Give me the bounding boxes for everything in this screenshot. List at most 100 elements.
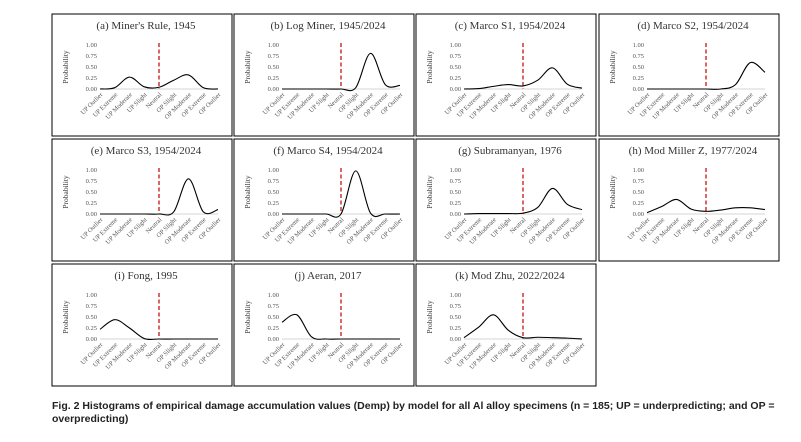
panel-frame [51,263,233,387]
y-tick-label: 1.00 [450,292,461,299]
y-tick-label: 0.25 [450,200,461,207]
panel-frame [51,13,233,137]
chart-panel: (j) Aeran, 2017 0.00 0.25 0.50 0.75 1.00 Proba… [233,263,415,387]
y-tick-label: 0.25 [633,200,644,207]
y-axis-label: Probability [608,175,617,209]
y-tick-label: 0.50 [268,189,279,196]
panel-frame [233,263,415,387]
y-tick-label: 0.50 [450,189,461,196]
y-tick-label: 1.00 [86,167,97,174]
y-axis-label: Probability [243,50,252,84]
y-tick-label: 0.00 [268,86,279,93]
panel-title: (c) Marco S1, 1954/2024 [455,20,566,32]
y-tick-label: 0.00 [86,211,97,218]
panel-title: (h) Mod Miller Z, 1977/2024 [629,145,758,157]
y-tick-label: 1.00 [268,42,279,49]
y-tick-label: 1.00 [86,42,97,49]
y-tick-label: 0.25 [450,325,461,332]
chart-panel: (d) Marco S2, 1954/2024 0.00 0.25 0.50 0.75 1… [598,13,780,137]
panel-frame [51,138,233,262]
panel-frame [598,138,780,262]
y-tick-label: 1.00 [633,167,644,174]
y-tick-label: 0.50 [86,64,97,71]
panel-title: (k) Mod Zhu, 2022/2024 [455,270,565,282]
y-tick-label: 0.50 [633,189,644,196]
y-tick-label: 0.50 [268,314,279,321]
y-tick-label: 0.00 [633,211,644,218]
series-line [463,187,583,215]
y-tick-label: 0.25 [86,200,97,207]
y-axis-label: Probability [425,50,434,84]
series-line [646,198,766,214]
y-tick-label: 0.75 [633,53,644,60]
y-axis-label: Probability [425,300,434,334]
chart-panel: (i) Fong, 1995 0.00 0.25 0.50 0.75 1.00 Probab… [51,263,233,387]
chart-panel: (h) Mod Miller Z, 1977/2024 0.00 0.25 0.50 0… [598,138,780,262]
panel-frame [233,13,415,137]
chart-panel: (g) Subramanyan, 1976 0.00 0.25 0.50 0.75 1.0… [415,138,597,262]
chart-panel: (a) Miner's Rule, 1945 0.00 0.25 0.50 0.75 1.… [51,13,233,137]
y-tick-label: 1.00 [450,167,461,174]
y-tick-label: 0.25 [633,75,644,82]
y-tick-label: 0.25 [268,325,279,332]
chart-panel: (c) Marco S1, 1954/2024 0.00 0.25 0.50 0.75 1… [415,13,597,137]
y-axis-label: Probability [61,300,70,334]
panel-title: (d) Marco S2, 1954/2024 [637,20,749,32]
panel-title: (i) Fong, 1995 [114,270,178,282]
y-tick-label: 0.75 [450,178,461,185]
panel-title: (b) Log Miner, 1945/2024 [270,20,386,32]
y-tick-label: 0.25 [86,325,97,332]
y-tick-label: 1.00 [450,42,461,49]
y-tick-label: 1.00 [268,292,279,299]
series-line [100,178,219,216]
series-line [282,52,401,92]
chart-panel: (k) Mod Zhu, 2022/2024 0.00 0.25 0.50 0.75 1.… [415,263,597,387]
y-axis-label: Probability [61,175,70,209]
series-line [99,74,219,90]
y-tick-label: 0.75 [450,53,461,60]
y-tick-label: 1.00 [268,167,279,174]
y-tick-label: 0.25 [268,200,279,207]
y-tick-label: 0.25 [86,75,97,82]
panel-frame [415,13,597,137]
series-line [99,319,218,341]
y-tick-label: 0.00 [86,86,97,93]
series-line [463,67,583,90]
y-tick-label: 0.00 [450,336,461,343]
y-tick-label: 0.50 [633,64,644,71]
series-line [463,314,583,340]
panel-title: (a) Miner's Rule, 1945 [96,20,196,32]
panel-title: (e) Marco S3, 1954/2024 [91,145,202,157]
chart-panel: (f) Marco S4, 1954/2024 0.00 0.25 0.50 0.75 1… [233,138,415,262]
y-tick-label: 0.50 [268,64,279,71]
y-axis-label: Probability [425,175,434,209]
y-tick-label: 0.75 [86,303,97,310]
y-tick-label: 0.75 [450,303,461,310]
y-tick-label: 0.75 [268,303,279,310]
series-line [281,313,400,340]
figure-caption: Fig. 2 Histograms of empirical damage ac… [52,400,775,425]
y-tick-label: 0.00 [450,86,461,93]
panel-frame [233,138,415,262]
y-axis-label: Probability [243,175,252,209]
y-tick-label: 0.25 [450,75,461,82]
y-tick-label: 0.00 [268,336,279,343]
y-tick-label: 0.25 [268,75,279,82]
y-tick-label: 0.75 [86,53,97,60]
series-line [282,170,401,218]
chart-panel: (e) Marco S3, 1954/2024 0.00 0.25 0.50 0.75 1… [51,138,233,262]
panel-frame [415,263,597,387]
y-axis-label: Probability [608,50,617,84]
y-tick-label: 0.75 [268,178,279,185]
panel-title: (j) Aeran, 2017 [295,270,362,282]
panel-title: (f) Marco S4, 1954/2024 [273,145,383,157]
y-tick-label: 0.50 [86,189,97,196]
y-tick-label: 0.00 [86,336,97,343]
chart-panel: (b) Log Miner, 1945/2024 0.00 0.25 0.50 0.75… [233,13,415,137]
y-tick-label: 1.00 [633,42,644,49]
panel-frame [415,138,597,262]
y-tick-label: 0.50 [86,314,97,321]
y-tick-label: 0.50 [450,314,461,321]
y-tick-label: 0.75 [86,178,97,185]
